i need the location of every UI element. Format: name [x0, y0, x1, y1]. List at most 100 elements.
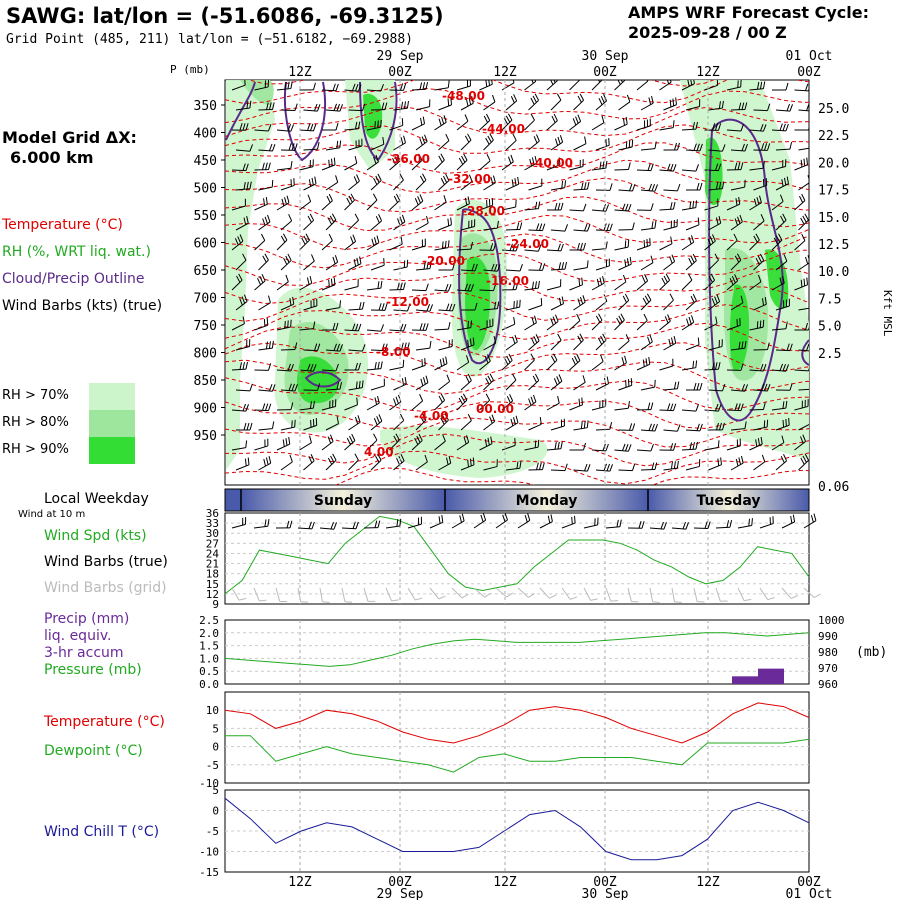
wind-barb — [456, 393, 468, 411]
wind-barb — [636, 238, 651, 251]
wind-barb — [569, 313, 581, 331]
wind-barb — [546, 314, 559, 331]
wind-barb — [411, 238, 426, 251]
weekday-bar: Sunday Monday Tuesday — [224, 488, 810, 512]
height-tick-4: 15.0 — [818, 211, 849, 226]
wind-barb — [505, 299, 521, 311]
height-tick-8: 5.0 — [818, 320, 841, 335]
wind-ytick-8: 12 — [206, 588, 219, 601]
height-axis-label: Kft MSL — [881, 290, 894, 337]
bottom-time-tick-1: 00Z — [388, 875, 412, 890]
wind-barb — [618, 378, 633, 391]
wind-barb — [546, 113, 558, 131]
surface-wind-barb-3 — [297, 521, 315, 530]
wind-barb — [235, 294, 248, 311]
day-label-0: Sunday — [314, 493, 372, 509]
wind-barb — [591, 160, 608, 171]
isotherm-3 — [225, 106, 809, 137]
wind-barb — [640, 255, 654, 271]
wind-barb — [681, 164, 699, 172]
height-tick-5: 12.5 — [818, 238, 849, 253]
wind-barb — [595, 421, 613, 431]
wind-barb — [569, 159, 584, 171]
wind-barb — [749, 402, 766, 411]
pressure-axis-label: P (mb) — [170, 63, 210, 76]
wind-barb — [370, 453, 382, 471]
pressure-tick-750: 750 — [194, 319, 217, 334]
wind-barb — [235, 181, 252, 191]
wind-barb — [505, 460, 522, 471]
bottom-date-1: 30 Sep — [582, 887, 629, 900]
wind-barb — [753, 297, 767, 311]
wind-barb — [528, 334, 540, 351]
wind-barb — [370, 414, 383, 431]
surface-wind-barb-10 — [451, 513, 465, 529]
wind-barb — [366, 395, 380, 411]
wind-barb — [794, 126, 809, 131]
temp-ytick-3: -5 — [206, 759, 219, 772]
wind-barb — [546, 279, 562, 291]
grid-wind-barb-13 — [517, 587, 535, 598]
wind-barb — [659, 443, 677, 451]
wind-barb — [280, 296, 295, 311]
wind-ytick-2: 30 — [206, 527, 219, 540]
wind-barb — [798, 307, 809, 311]
wind-barb — [370, 378, 385, 391]
grid-wind-barb-16 — [583, 587, 598, 601]
wind-barb — [640, 220, 657, 231]
wind-barb — [726, 363, 744, 371]
wind-10m-label: Wind at 10 m — [18, 509, 86, 520]
wind-barb — [524, 394, 537, 411]
isotherm-10 — [225, 233, 809, 269]
wind-barb — [640, 293, 652, 311]
wind-barb — [704, 163, 722, 172]
wind-barb — [546, 80, 558, 91]
wind-barb — [348, 380, 364, 391]
wind-barb — [749, 195, 762, 211]
wind-barb — [659, 236, 673, 251]
wind-barb — [573, 333, 584, 351]
wind-barb — [569, 114, 582, 131]
pressure-tick-950: 950 — [194, 429, 217, 444]
grid-wind-barb-14 — [539, 587, 557, 599]
isotherm-19 — [225, 400, 809, 429]
wind-barb — [483, 459, 498, 471]
wind-barb — [505, 264, 523, 272]
wind-barb — [434, 434, 446, 451]
wind-barb — [438, 339, 453, 351]
wind-barb — [501, 154, 514, 171]
wind-barb — [303, 418, 318, 431]
wind-barb — [321, 399, 337, 411]
wind-barb — [636, 313, 648, 331]
wind-barb — [438, 97, 453, 111]
wind-barb — [569, 80, 580, 91]
wind-barb — [321, 322, 339, 331]
surface-wind-barb-14 — [539, 514, 553, 529]
isotherm-20 — [225, 417, 809, 448]
wind-barb — [749, 123, 767, 132]
grid-wind-barb-5 — [341, 587, 353, 603]
wind-barb — [618, 334, 630, 351]
wind-barb — [415, 134, 428, 151]
day-segment-1 — [445, 489, 648, 511]
grid-wind-barb-7 — [385, 587, 399, 602]
wind-barb — [411, 116, 426, 131]
temperature-label-8: -16.00 — [486, 274, 529, 288]
wind-barb — [686, 182, 703, 191]
wind-barb — [726, 80, 742, 91]
temp-ytick-1: 5 — [212, 722, 219, 735]
wind-barb — [438, 217, 452, 231]
isotherm-13 — [225, 286, 809, 322]
wind-barb — [460, 337, 475, 351]
wind-barb — [366, 280, 383, 291]
wind-barb — [344, 362, 361, 371]
wind-barb — [640, 141, 657, 151]
surface-wind-barb-23 — [737, 518, 753, 529]
top-date-0: 29 Sep — [377, 49, 424, 64]
wind-barb — [681, 200, 698, 211]
wind-barb — [550, 224, 568, 232]
wind-barb — [325, 416, 339, 431]
wind-barb — [663, 381, 680, 391]
wind-ytick-3: 27 — [206, 537, 219, 550]
wind-barb — [434, 240, 450, 251]
